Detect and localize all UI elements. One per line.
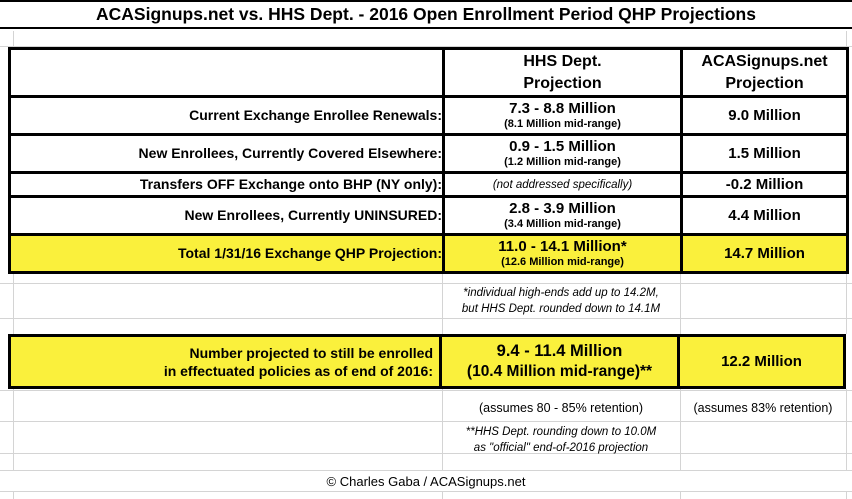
hhs-not-addressed-note: (not addressed specifically) (492, 178, 633, 191)
column-header-aca: ACASignups.net Projection (680, 47, 849, 98)
column-header-aca-line2: Projection (725, 74, 804, 92)
end-of-2016-aca-cell: 12.2 Million (680, 337, 843, 386)
gridline (0, 470, 852, 471)
end-of-2016-hhs-midrange: (10.4 Million mid-range)** (466, 363, 653, 380)
gridline (442, 271, 443, 334)
gridline (442, 491, 443, 499)
footnote-line: **HHS Dept. rounding down to 10.0M (465, 426, 657, 438)
hhs-value-range: 0.9 - 1.5 Million (509, 138, 616, 155)
hhs-value-midrange: (3.4 Million mid-range) (504, 218, 621, 230)
gridline (680, 389, 681, 471)
table-row-uninsured: New Enrollees, Currently UNINSURED: 2.8 … (8, 195, 849, 236)
page-title: ACASignups.net vs. HHS Dept. - 2016 Open… (0, 0, 852, 29)
end-of-2016-row: Number projected to still be enrolled in… (8, 334, 846, 389)
aca-value: 9.0 Million (728, 107, 801, 124)
hhs-value-midrange: (1.2 Million mid-range) (504, 156, 621, 168)
gridline (13, 491, 14, 499)
row-label: Transfers OFF Exchange onto BHP (NY only… (8, 171, 445, 198)
column-header-aca-line1: ACASignups.net (701, 52, 828, 70)
end-of-2016-label-line1: Number projected to still be enrolled (189, 344, 433, 361)
gridline (0, 491, 852, 492)
gridline (13, 31, 14, 47)
gridline (0, 46, 852, 47)
end-of-2016-aca-value: 12.2 Million (721, 353, 802, 370)
retention-assumption-aca: (assumes 83% retention) (693, 401, 833, 415)
column-header-hhs: HHS Dept. Projection (442, 47, 683, 98)
header-row: HHS Dept. Projection ACASignups.net Proj… (8, 47, 849, 98)
gridline (680, 271, 681, 334)
gridline (442, 389, 443, 471)
gridline (0, 390, 852, 391)
end-of-2016-hhs-cell: 9.4 - 11.4 Million (10.4 Million mid-ran… (442, 337, 680, 386)
table-row-bhp-transfers: Transfers OFF Exchange onto BHP (NY only… (8, 171, 849, 198)
hhs-value-cell: 7.3 - 8.8 Million (8.1 Million mid-range… (442, 95, 683, 136)
footnote-high-ends: *individual high-ends add up to 14.2M, b… (442, 285, 680, 317)
table-row-new-covered: New Enrollees, Currently Covered Elsewhe… (8, 133, 849, 174)
retention-assumption-hhs: (assumes 80 - 85% retention) (479, 401, 643, 415)
aca-value: 1.5 Million (728, 145, 801, 162)
gridline (0, 318, 852, 319)
footnote-line: *individual high-ends add up to 14.2M, (463, 287, 659, 299)
column-header-hhs-line1: HHS Dept. (523, 52, 602, 70)
footnote-line: as "official" end-of-2016 projection (473, 442, 649, 454)
row-label: New Enrollees, Currently UNINSURED: (8, 195, 445, 236)
aca-value: -0.2 Million (725, 176, 804, 193)
aca-value-cell: 9.0 Million (680, 95, 849, 136)
footnote-rounding: **HHS Dept. rounding down to 10.0M as "o… (442, 424, 680, 456)
aca-value-cell: -0.2 Million (680, 171, 849, 198)
hhs-value-range: 2.8 - 3.9 Million (509, 200, 616, 217)
gridline (846, 389, 847, 471)
gridline (0, 283, 852, 284)
hhs-value-cell: 11.0 - 14.1 Million* (12.6 Million mid-r… (442, 233, 683, 274)
hhs-value-midrange: (8.1 Million mid-range) (504, 118, 621, 130)
aca-value: 4.4 Million (728, 207, 801, 224)
end-of-2016-hhs-range: 9.4 - 11.4 Million (496, 342, 623, 360)
column-header-hhs-line2: Projection (523, 74, 602, 92)
gridline (0, 421, 852, 422)
aca-value-cell: 1.5 Million (680, 133, 849, 174)
table-row-renewals: Current Exchange Enrollee Renewals: 7.3 … (8, 95, 849, 136)
row-label: Total 1/31/16 Exchange QHP Projection: (8, 233, 445, 274)
header-empty-cell (8, 47, 445, 98)
end-of-2016-label-line2: in effectuated policies as of end of 201… (163, 362, 433, 379)
gridline (846, 491, 847, 499)
table-row-total: Total 1/31/16 Exchange QHP Projection: 1… (8, 233, 849, 274)
gridline (13, 389, 14, 471)
hhs-value-range: 7.3 - 8.8 Million (509, 100, 616, 117)
projections-table: HHS Dept. Projection ACASignups.net Proj… (8, 47, 849, 274)
aca-value: 14.7 Million (724, 245, 805, 262)
gridline (680, 491, 681, 499)
footnote-line: but HHS Dept. rounded down to 14.1M (461, 303, 661, 315)
gridline (0, 453, 852, 454)
hhs-value-range: 11.0 - 14.1 Million* (498, 238, 627, 255)
row-label: Current Exchange Enrollee Renewals: (8, 95, 445, 136)
hhs-value-cell: (not addressed specifically) (442, 171, 683, 198)
row-label: New Enrollees, Currently Covered Elsewhe… (8, 133, 445, 174)
end-of-2016-label: Number projected to still be enrolled in… (11, 337, 442, 386)
hhs-value-cell: 0.9 - 1.5 Million (1.2 Million mid-range… (442, 133, 683, 174)
copyright-footer: © Charles Gaba / ACASignups.net (326, 473, 526, 489)
gridline (846, 271, 847, 334)
hhs-value-cell: 2.8 - 3.9 Million (3.4 Million mid-range… (442, 195, 683, 236)
gridline (13, 271, 14, 334)
aca-value-cell: 14.7 Million (680, 233, 849, 274)
aca-value-cell: 4.4 Million (680, 195, 849, 236)
hhs-value-midrange: (12.6 Million mid-range) (501, 256, 624, 268)
gridline (846, 31, 847, 47)
